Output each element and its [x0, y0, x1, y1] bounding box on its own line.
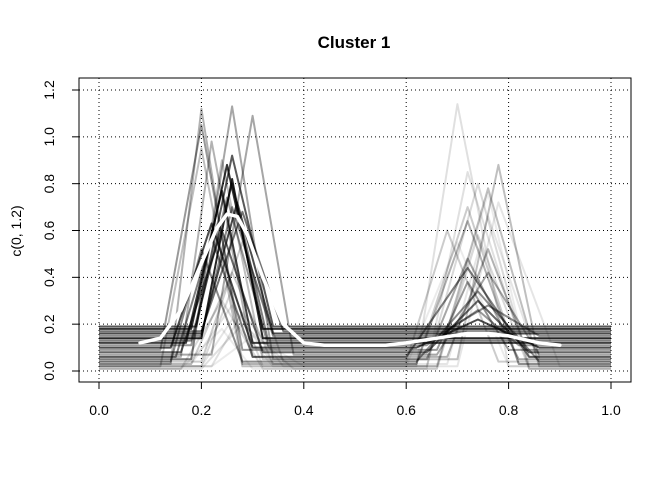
- series-line-17: [99, 107, 611, 365]
- y-tick-label: 0.4: [41, 267, 57, 287]
- series-line-21: [99, 229, 611, 363]
- x-tick-label: 0.8: [499, 402, 519, 418]
- series-line-20: [99, 159, 611, 361]
- x-tick-label: 1.0: [601, 402, 621, 418]
- x-tick-label: 0.6: [396, 402, 416, 418]
- series-line-12: [99, 206, 611, 337]
- x-tick-label: 0.4: [294, 402, 314, 418]
- series-line-26: [99, 171, 611, 370]
- series-line-11: [99, 248, 611, 363]
- series-line-24: [99, 234, 611, 370]
- series-line-6: [99, 154, 611, 328]
- y-axis: 0.0 0.2 0.4 0.6 0.8 1.0 1.2: [41, 80, 80, 381]
- x-tick-label: 0.0: [89, 402, 109, 418]
- y-tick-label: 0.0: [41, 361, 57, 381]
- series-line-23: [99, 182, 611, 368]
- series-line-2: [99, 163, 611, 330]
- series-curves: [99, 103, 611, 370]
- series-line-30: [99, 241, 611, 368]
- series-line-25: [99, 103, 611, 368]
- y-tick-label: 1.2: [41, 80, 57, 100]
- y-tick-label: 1.0: [41, 127, 57, 147]
- chart-title: Cluster 1: [318, 33, 391, 52]
- x-tick-label: 0.2: [192, 402, 212, 418]
- mean-curve-group: [138, 212, 562, 347]
- series-line-28: [99, 201, 611, 368]
- y-tick-label: 0.2: [41, 314, 57, 334]
- y-tick-label: 0.8: [41, 174, 57, 194]
- series-line-15: [99, 105, 611, 361]
- y-axis-label: c(0, 1.2): [8, 205, 24, 256]
- series-line-14: [99, 124, 611, 351]
- mean-curve: [138, 212, 562, 347]
- x-axis: 0.0 0.2 0.4 0.6 0.8 1.0: [89, 381, 621, 418]
- y-tick-label: 0.6: [41, 221, 57, 241]
- series-line-9: [99, 236, 611, 358]
